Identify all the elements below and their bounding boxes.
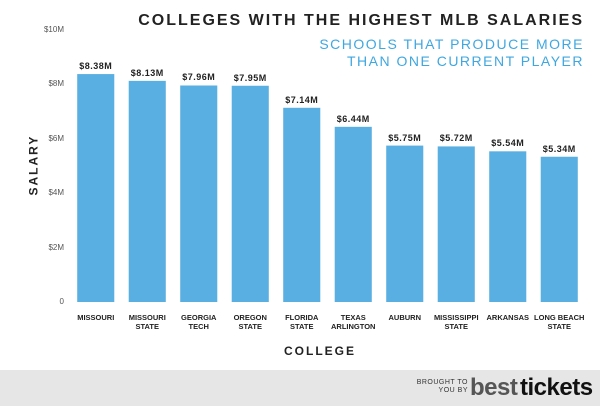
x-tick-label: AUBURN [388, 313, 422, 322]
chart-title: COLLEGES WITH THE HIGHEST MLB SALARIES [138, 12, 584, 29]
x-tick-label: TEXAS ARLINGTON [331, 313, 376, 332]
x-tick-label: OREGON STATE [233, 313, 267, 332]
bar [128, 80, 166, 302]
bar [231, 85, 269, 302]
footer-text: BROUGHT TO YOU BY [416, 379, 468, 395]
bar [180, 85, 218, 302]
value-label: $7.95M [233, 72, 267, 83]
y-axis-label: SALARY [26, 134, 41, 196]
value-label: $5.54M [491, 138, 525, 149]
bar [283, 107, 321, 303]
value-label: $5.75M [388, 132, 422, 143]
y-tick-label: $8M [48, 79, 64, 89]
x-tick-label: MISSISSIPPI STATE [433, 313, 479, 332]
y-tick-label: 0 [59, 297, 64, 306]
y-tick-label: $4M [48, 188, 64, 198]
value-label: $8.38M [79, 61, 113, 72]
x-axis-label: COLLEGE [283, 344, 356, 358]
y-tick-label: $10M [43, 25, 64, 34]
y-tick-label: $2M [48, 242, 64, 252]
bar [437, 146, 475, 302]
bar [489, 151, 527, 302]
bar [386, 145, 424, 302]
logo: tickets [520, 374, 593, 401]
x-tick-label: MISSOURI STATE [128, 313, 166, 332]
footer [0, 370, 600, 406]
value-label: $7.14M [285, 94, 319, 105]
x-tick-label: MISSOURI [77, 313, 115, 322]
x-tick-label: ARKANSAS [486, 313, 529, 322]
value-label: $5.34M [542, 143, 576, 154]
bar [77, 74, 115, 303]
chart-subtitle: SCHOOLS THAT PRODUCE MORE THAN ONE CURRE… [319, 36, 584, 69]
x-tick-label: FLORIDA STATE [285, 313, 319, 332]
value-label: $5.72M [439, 133, 473, 144]
y-tick-label: $6M [48, 133, 64, 143]
bar [334, 126, 372, 302]
bar [540, 156, 578, 302]
x-tick-label: GEORGIA TECH [181, 313, 217, 332]
value-label: $7.96M [182, 72, 216, 83]
x-tick-label: LONG BEACH STATE [534, 313, 585, 332]
value-label: $8.13M [130, 67, 164, 78]
value-label: $6.44M [336, 113, 370, 124]
logo: best [470, 374, 518, 401]
